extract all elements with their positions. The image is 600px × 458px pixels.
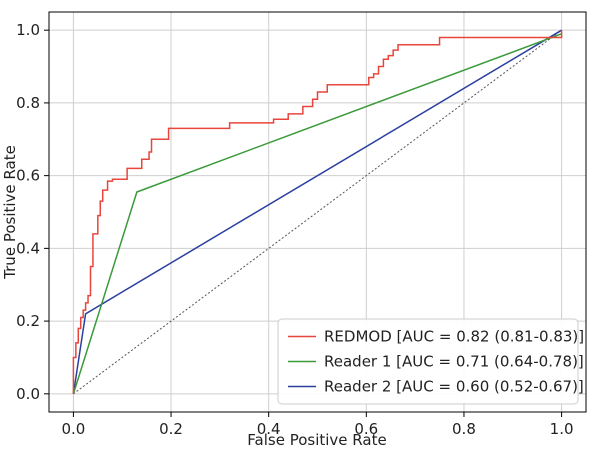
y-tick-label: 0.2 <box>16 312 40 330</box>
x-tick-label: 1.0 <box>550 420 574 438</box>
y-tick-label: 1.0 <box>16 21 40 39</box>
x-tick-label: 0.0 <box>61 420 85 438</box>
series-lines <box>72 29 563 395</box>
y-tick-label: 0.0 <box>16 385 40 403</box>
legend-label: Reader 2 [AUC = 0.60 (0.52-0.67)] <box>324 378 584 396</box>
x-tick-label: 0.6 <box>354 420 378 438</box>
legend: REDMOD [AUC = 0.82 (0.81-0.83)] Reader 1 … <box>277 318 584 405</box>
y-tick-label: 0.8 <box>16 94 40 112</box>
grid <box>49 12 586 412</box>
series-line-1 <box>72 33 562 395</box>
chance-diagonal-line <box>73 29 562 395</box>
legend-box <box>277 318 579 405</box>
y-tick-label: 0.4 <box>16 239 40 257</box>
x-tick-label: 0.4 <box>257 420 281 438</box>
plot-frame <box>48 11 587 413</box>
series-line-0 <box>72 30 563 394</box>
legend-label: REDMOD [AUC = 0.82 (0.81-0.83)] <box>324 328 584 346</box>
y-axis-label: True Positive Rate <box>1 145 19 280</box>
axis-ticks: 0.0 0.2 0.4 0.6 0.8 1.0 0.0 0.2 0.4 0.6 0.8 1.0 <box>16 21 573 438</box>
x-tick-label: 0.2 <box>159 420 183 438</box>
x-tick-label: 0.8 <box>452 420 476 438</box>
x-axis-label: False Positive Rate <box>247 431 386 449</box>
y-tick-label: 0.6 <box>16 167 40 185</box>
legend-label: Reader 1 [AUC = 0.71 (0.64-0.78)] <box>324 353 584 371</box>
series-line-2 <box>72 29 562 394</box>
